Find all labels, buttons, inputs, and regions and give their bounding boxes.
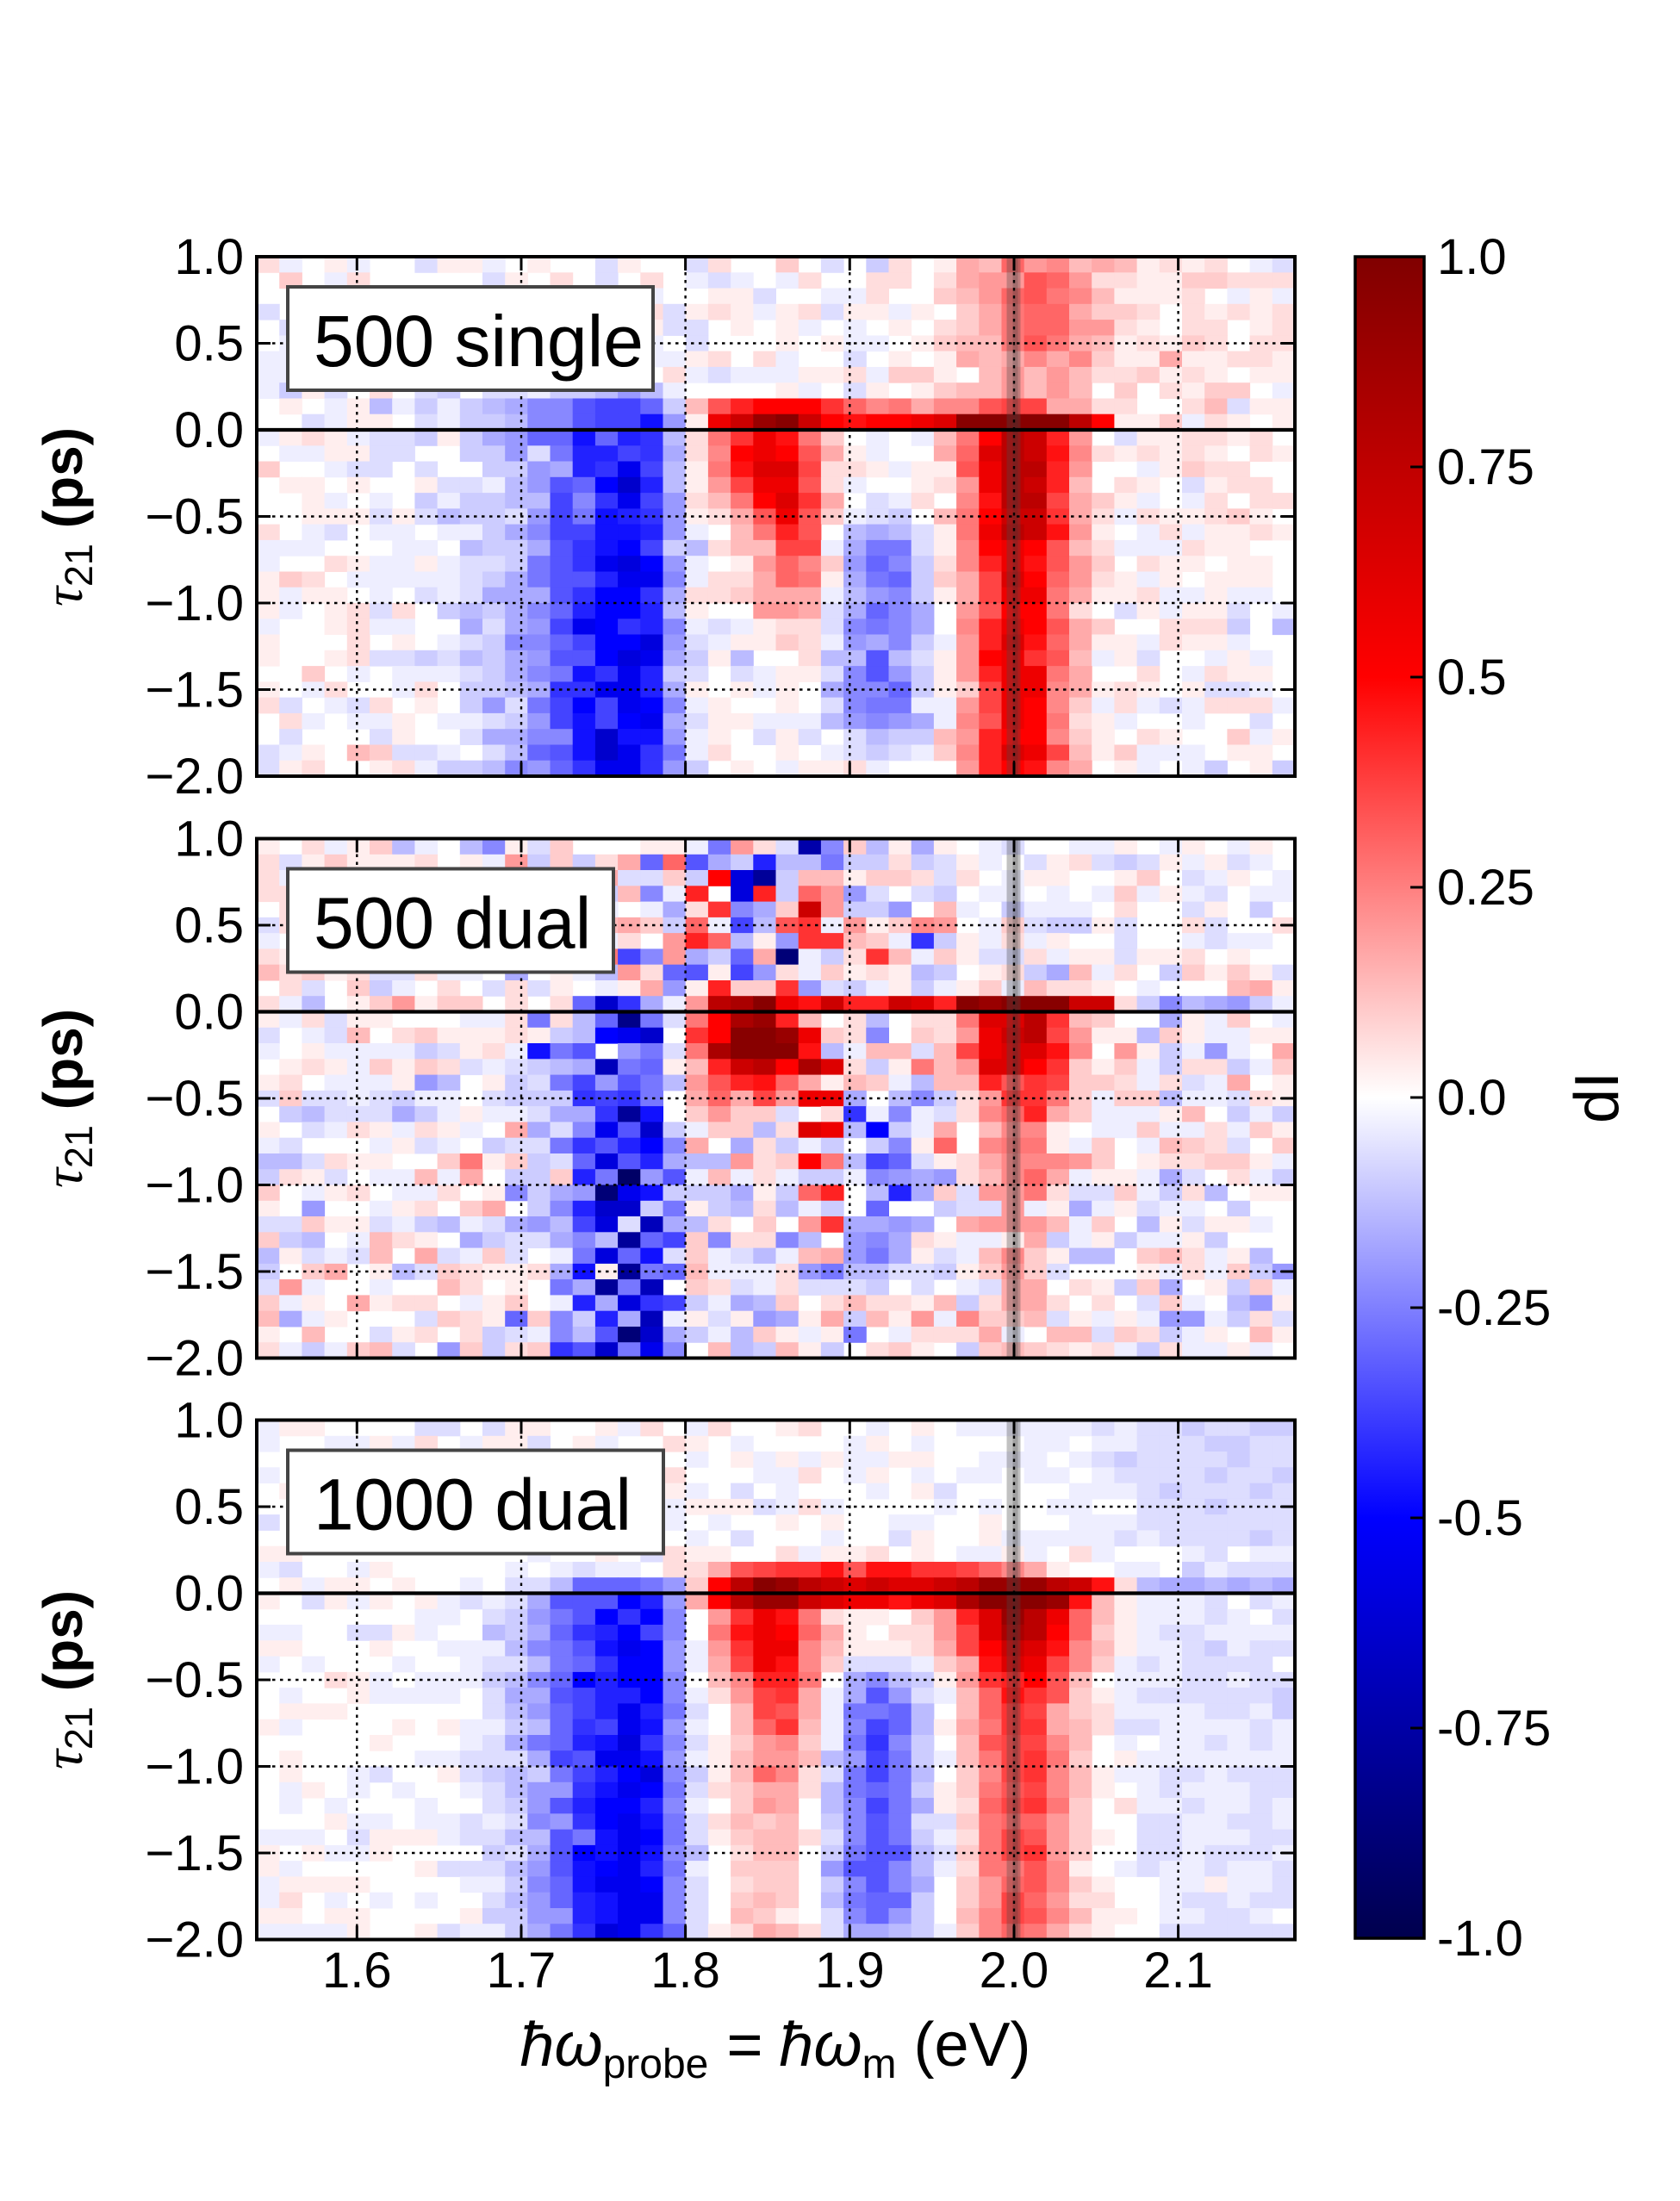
svg-text:ħωprobe = ħωm (eV): ħωprobe = ħωm (eV) — [520, 2011, 1030, 2087]
svg-text:2.1: 2.1 — [1143, 1943, 1213, 1999]
svg-text:−0.5: −0.5 — [146, 1071, 245, 1127]
svg-text:0.0: 0.0 — [174, 402, 244, 458]
svg-text:τ21 (ps): τ21 (ps) — [32, 427, 101, 606]
svg-text:1.0: 1.0 — [174, 1393, 244, 1449]
svg-text:0.5: 0.5 — [174, 316, 244, 372]
svg-text:1.6: 1.6 — [322, 1943, 392, 1999]
svg-text:0.5: 0.5 — [1437, 650, 1507, 706]
svg-text:−0.5: −0.5 — [146, 489, 245, 545]
svg-text:-1.0: -1.0 — [1437, 1911, 1523, 1967]
svg-text:1.7: 1.7 — [487, 1943, 557, 1999]
svg-text:0.0: 0.0 — [174, 985, 244, 1041]
svg-text:0.5: 0.5 — [174, 898, 244, 954]
svg-text:-0.25: -0.25 — [1437, 1280, 1551, 1336]
svg-text:−2.0: −2.0 — [146, 749, 245, 805]
svg-text:τ21 (ps): τ21 (ps) — [32, 1009, 101, 1188]
svg-text:1.0: 1.0 — [1437, 229, 1507, 285]
svg-text:1.0: 1.0 — [174, 811, 244, 867]
svg-text:−1.0: −1.0 — [146, 575, 245, 631]
svg-text:−1.5: −1.5 — [146, 662, 245, 718]
svg-text:0.75: 0.75 — [1437, 439, 1534, 495]
svg-text:τ21 (ps): τ21 (ps) — [32, 1590, 101, 1769]
svg-text:−2.0: −2.0 — [146, 1912, 245, 1968]
svg-text:2.0: 2.0 — [980, 1943, 1049, 1999]
svg-text:500 dual: 500 dual — [314, 883, 591, 964]
svg-text:0.0: 0.0 — [174, 1566, 244, 1622]
svg-text:1.8: 1.8 — [650, 1943, 720, 1999]
svg-text:0.5: 0.5 — [174, 1479, 244, 1535]
svg-text:−1.0: −1.0 — [146, 1739, 245, 1795]
svg-text:−1.5: −1.5 — [146, 1244, 245, 1300]
svg-text:1.0: 1.0 — [174, 229, 244, 285]
svg-text:−0.5: −0.5 — [146, 1652, 245, 1708]
svg-text:−1.5: −1.5 — [146, 1825, 245, 1881]
svg-text:1000 dual: 1000 dual — [314, 1464, 632, 1545]
svg-text:dI: dI — [1563, 1072, 1632, 1123]
svg-text:-0.75: -0.75 — [1437, 1700, 1551, 1756]
svg-text:−1.0: −1.0 — [146, 1158, 245, 1214]
svg-text:1.9: 1.9 — [815, 1943, 885, 1999]
svg-text:0.0: 0.0 — [1437, 1070, 1507, 1126]
svg-text:500 single: 500 single — [314, 301, 644, 382]
svg-text:-0.5: -0.5 — [1437, 1490, 1523, 1546]
svg-text:−2.0: −2.0 — [146, 1331, 245, 1387]
svg-text:0.25: 0.25 — [1437, 860, 1534, 916]
